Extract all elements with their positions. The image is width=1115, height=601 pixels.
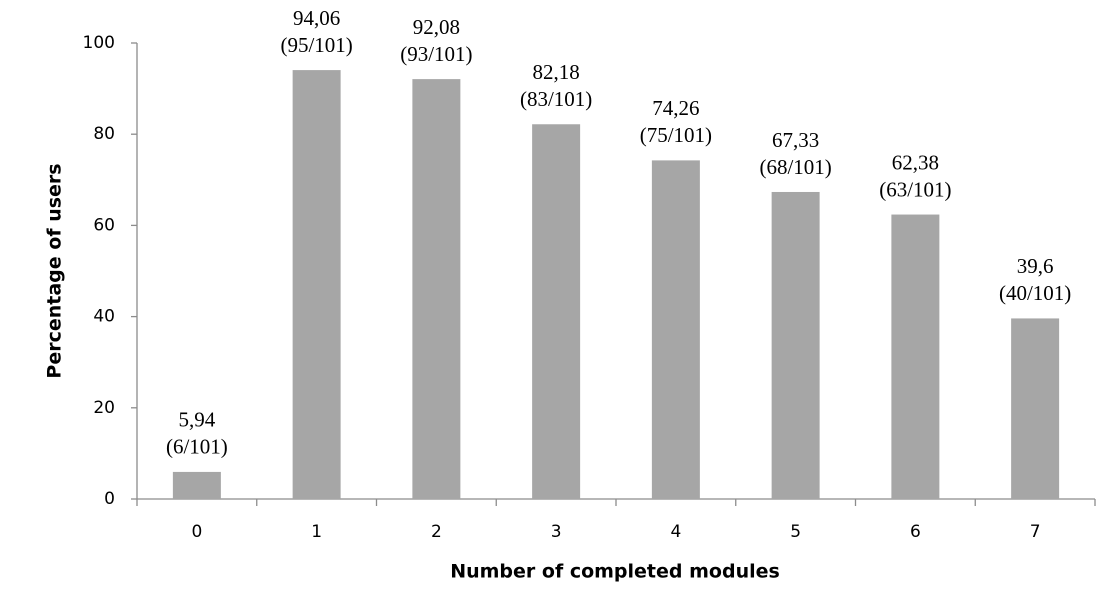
bar xyxy=(172,471,221,499)
value-label: 74,26 xyxy=(652,96,699,120)
bar xyxy=(532,124,581,499)
x-tick-label: 7 xyxy=(1030,522,1041,542)
y-tick-label: 80 xyxy=(93,124,115,144)
value-label: 5,94 xyxy=(179,408,216,432)
x-tick-label: 3 xyxy=(551,522,562,542)
value-label: 67,33 xyxy=(772,128,819,152)
value-label: 94,06 xyxy=(293,6,340,30)
x-tick-label: 2 xyxy=(431,522,442,542)
count-label: (95/101) xyxy=(280,33,352,57)
y-tick-label: 20 xyxy=(93,398,115,418)
x-tick-label: 6 xyxy=(910,522,921,542)
bar xyxy=(891,214,940,500)
x-tick-label: 0 xyxy=(191,522,202,542)
count-label: (68/101) xyxy=(759,155,831,179)
y-tick-label: 60 xyxy=(93,215,115,235)
count-label: (40/101) xyxy=(999,281,1071,305)
x-axis-title: Number of completed modules xyxy=(450,561,780,583)
count-label: (63/101) xyxy=(879,177,951,201)
x-tick-label: 5 xyxy=(790,522,801,542)
x-tick-label: 1 xyxy=(311,522,322,542)
count-label: (93/101) xyxy=(400,42,472,66)
bar xyxy=(412,79,461,499)
y-axis-title: Percentage of users xyxy=(44,163,66,378)
bar xyxy=(771,191,820,499)
value-label: 39,6 xyxy=(1017,254,1054,278)
y-tick-label: 40 xyxy=(93,307,115,327)
value-label: 62,38 xyxy=(892,150,939,174)
bar xyxy=(1011,318,1060,499)
bar xyxy=(651,160,700,500)
count-label: (75/101) xyxy=(640,123,712,147)
y-tick-label: 100 xyxy=(83,33,115,53)
value-label: 92,08 xyxy=(413,15,460,39)
bar xyxy=(292,70,341,500)
value-label: 82,18 xyxy=(533,60,580,84)
x-tick-label: 4 xyxy=(670,522,681,542)
count-label: (83/101) xyxy=(520,87,592,111)
count-label: (6/101) xyxy=(166,435,228,459)
y-tick-label: 0 xyxy=(104,489,115,509)
